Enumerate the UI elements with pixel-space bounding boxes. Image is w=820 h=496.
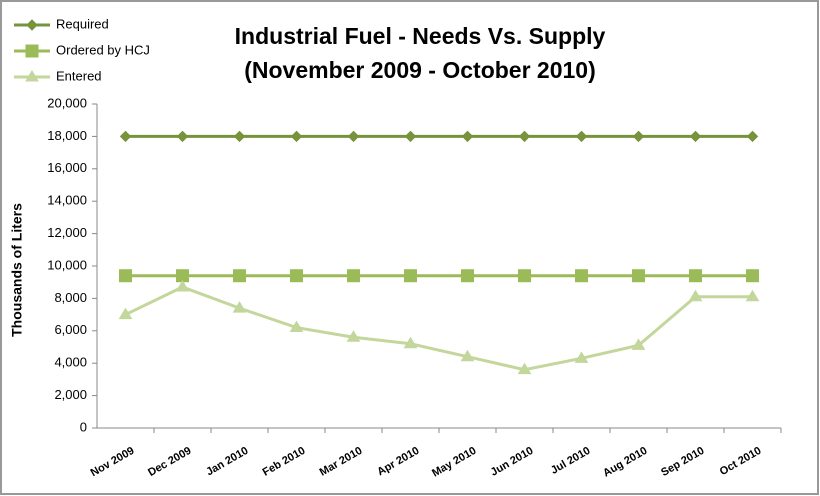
data-point [689,269,702,283]
data-point [403,336,418,349]
data-point [347,130,360,143]
data-point [632,269,645,283]
data-point [461,130,474,143]
data-point [119,269,132,283]
data-point [460,349,475,362]
y-tick-label: 8,000 [54,290,87,305]
series-line [124,285,753,372]
data-point [688,289,703,302]
data-point [746,130,759,143]
data-point [632,130,645,143]
data-point [346,330,361,342]
data-point [745,289,760,302]
data-point [746,269,759,283]
y-tick-label: 10,000 [47,257,87,272]
data-point [289,320,304,333]
y-tick-label: 2,000 [54,387,87,402]
legend-label: Entered [56,68,102,83]
y-tick-label: 20,000 [47,95,87,110]
legend-marker [26,19,38,31]
legend-marker [25,44,39,58]
chart-subtitle: (November 2009 - October 2010) [244,57,596,83]
legend-marker [25,70,39,82]
chart-title: Industrial Fuel - Needs Vs. Supply [235,23,606,49]
data-point [517,362,532,375]
data-point [232,301,247,313]
data-point [290,269,303,283]
legend-label: Required [56,16,109,31]
data-point [461,269,474,283]
data-point [575,130,588,143]
y-tick-label: 12,000 [47,225,87,240]
data-point [404,269,417,283]
data-point [575,269,588,283]
data-point [118,307,133,320]
y-tick-label: 6,000 [54,322,87,337]
data-point [176,130,189,143]
y-tick-label: 0 [80,419,87,434]
data-point [689,130,702,143]
data-point [119,130,132,143]
data-point [290,130,303,143]
legend-label: Ordered by HCJ [56,42,150,57]
y-tick-label: 16,000 [47,160,87,175]
y-tick-label: 14,000 [47,193,87,208]
y-axis-label: Thousands of Liters [9,203,25,337]
y-tick-label: 4,000 [54,355,87,370]
data-point [574,351,589,363]
data-point [233,269,246,283]
data-point [233,130,246,143]
data-point [175,280,190,292]
data-point [631,338,646,350]
data-point [347,269,360,283]
data-point [404,130,417,143]
y-tick-label: 18,000 [47,128,87,143]
data-point [518,269,531,283]
data-point [518,130,531,143]
data-point [176,269,189,283]
